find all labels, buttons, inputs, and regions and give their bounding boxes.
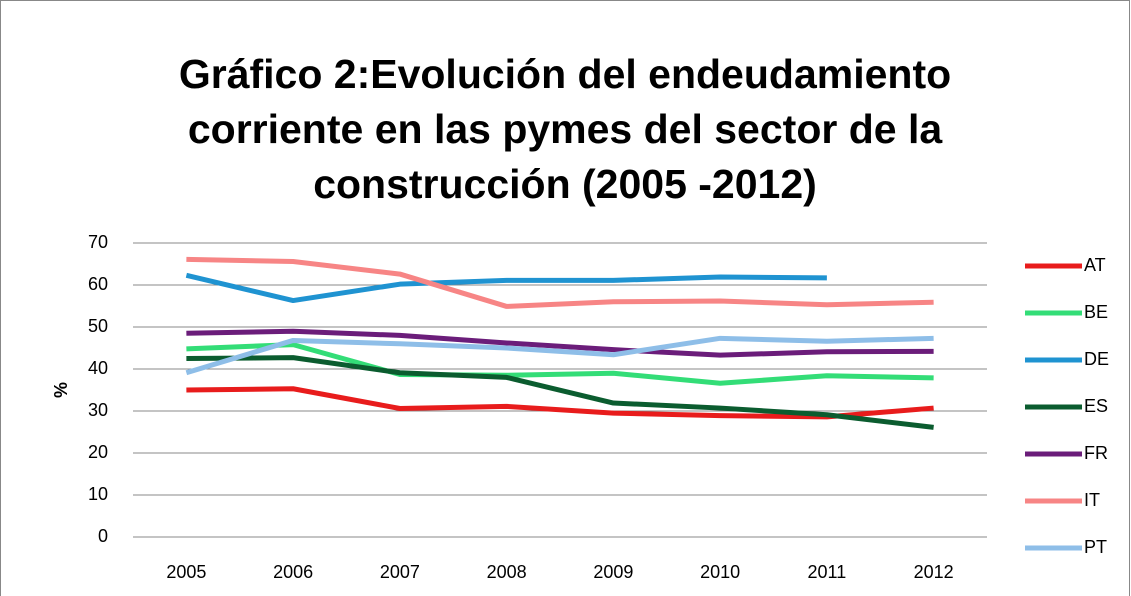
series-line — [185, 335, 934, 376]
x-tick-label: 2009 — [593, 562, 633, 582]
y-tick-label: 20 — [88, 442, 108, 462]
legend-label: PT — [1084, 537, 1107, 557]
x-tick-label: 2006 — [273, 562, 313, 582]
x-tick-label: 2007 — [380, 562, 420, 582]
x-tick-label: 2012 — [914, 562, 954, 582]
legend-label: IT — [1084, 490, 1100, 510]
y-tick-label: 30 — [88, 400, 108, 420]
series-line — [186, 256, 934, 309]
series-line — [186, 342, 934, 386]
y-tick-label: 70 — [88, 232, 108, 252]
series-line — [186, 355, 934, 430]
series-line — [186, 328, 934, 358]
y-tick-label: 0 — [98, 526, 108, 546]
legend-label: AT — [1084, 255, 1106, 275]
legend-label: ES — [1084, 396, 1108, 416]
chart-title: corriente en las pymes del sector de la — [188, 106, 943, 152]
y-tick-label: 10 — [88, 484, 108, 504]
y-axis-label: % — [51, 382, 71, 398]
chart-title: construcción (2005 -2012) — [313, 161, 817, 207]
x-tick-label: 2010 — [700, 562, 740, 582]
y-tick-label: 60 — [88, 274, 108, 294]
x-tick-label: 2011 — [808, 562, 847, 582]
series-line — [186, 386, 934, 420]
y-tick-label: 40 — [88, 358, 108, 378]
series-line — [185, 272, 827, 304]
legend-label: DE — [1084, 349, 1109, 369]
x-tick-label: 2008 — [487, 562, 527, 582]
y-tick-label: 50 — [88, 316, 108, 336]
legend-label: BE — [1084, 302, 1108, 322]
legend-label: FR — [1084, 443, 1108, 463]
chart-title: Gráfico 2:Evolución del endeudamiento — [179, 51, 951, 97]
x-tick-label: 2005 — [166, 562, 206, 582]
